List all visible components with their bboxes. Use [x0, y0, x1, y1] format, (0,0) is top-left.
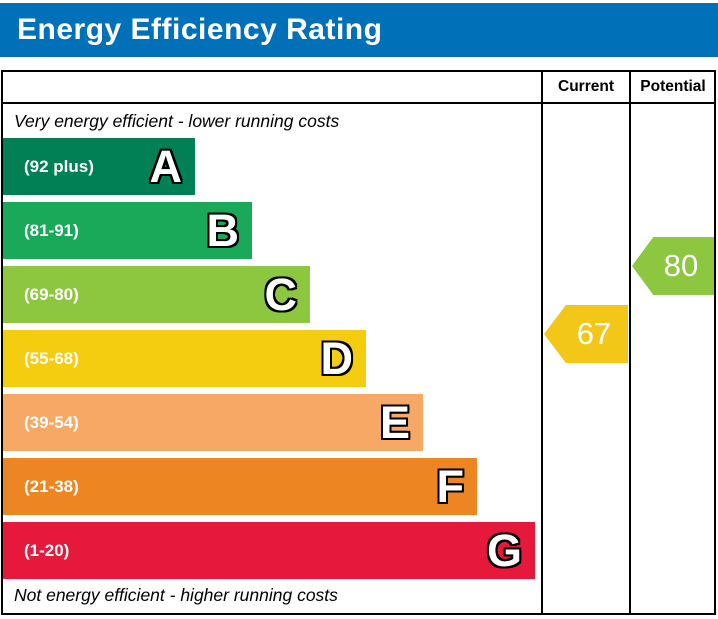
band-range-label: (69-80) — [24, 284, 79, 304]
column-divider-current — [541, 72, 543, 613]
rating-table: Current Potential Very energy efficient … — [1, 70, 716, 615]
band-letter: G — [486, 525, 522, 576]
column-header-potential: Potential — [640, 78, 706, 95]
band-letter: C — [264, 269, 298, 320]
potential-rating-value: 80 — [663, 248, 699, 283]
current-rating-value: 67 — [576, 316, 612, 351]
band-row-f: (21-38) F — [3, 458, 477, 515]
potential-rating-arrow: 80 — [632, 237, 714, 295]
page-title: Energy Efficiency Rating — [17, 13, 383, 46]
current-rating-arrow: 67 — [544, 305, 628, 363]
title-bar: Energy Efficiency Rating — [0, 3, 718, 57]
band-letter: E — [379, 397, 410, 448]
band-letter: F — [436, 461, 465, 512]
top-caption: Very energy efficient - lower running co… — [14, 111, 340, 131]
bottom-caption: Not energy efficient - higher running co… — [14, 585, 338, 605]
band-row-e: (39-54) E — [3, 394, 423, 451]
column-header-current: Current — [558, 78, 614, 95]
header-bottom-border — [3, 102, 714, 104]
band-range-label: (81-91) — [24, 220, 79, 240]
column-divider-potential — [629, 72, 631, 613]
band-range-label: (92 plus) — [24, 156, 94, 176]
band-letter: D — [320, 333, 354, 384]
band-row-g: (1-20) G — [3, 522, 535, 579]
band-row-d: (55-68) D — [3, 330, 366, 387]
band-letter: A — [149, 141, 183, 192]
band-range-label: (21-38) — [24, 476, 79, 496]
band-row-b: (81-91) B — [3, 202, 252, 259]
band-range-label: (1-20) — [24, 540, 70, 560]
band-row-c: (69-80) C — [3, 266, 310, 323]
band-row-a: (92 plus) A — [3, 138, 195, 195]
band-range-label: (39-54) — [24, 412, 79, 432]
band-range-label: (55-68) — [24, 348, 79, 368]
band-letter: B — [206, 205, 240, 256]
